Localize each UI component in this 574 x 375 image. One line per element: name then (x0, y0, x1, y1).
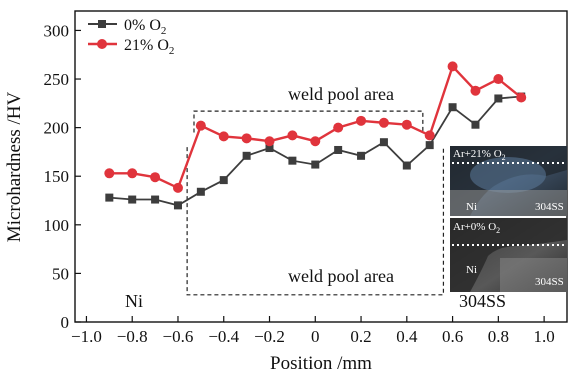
y-tick-label: 250 (44, 70, 70, 89)
data-point-21pct (195, 120, 206, 131)
data-point-0pct (105, 193, 114, 202)
x-tick-label: −1.0 (71, 327, 102, 346)
y-axis-title: Microhardness /HV (4, 92, 25, 243)
x-tick-label: −0.2 (254, 327, 285, 346)
data-point-0pct (494, 94, 503, 103)
data-point-0pct (357, 151, 366, 160)
inset-0pct: Ar+0% O2 Ni 304SS (450, 218, 567, 292)
data-point-21pct (401, 119, 412, 130)
x-tick-label: −0.8 (117, 327, 148, 346)
inset-21pct-title: Ar+21% O2 (453, 148, 506, 162)
inset-21pct-ni: Ni (466, 201, 477, 213)
data-point-21pct (310, 136, 321, 147)
x-tick-label: 1.0 (533, 327, 554, 346)
legend: 0% O2 21% O2 (88, 17, 174, 57)
data-point-21pct (493, 74, 504, 85)
legend-marker-0pct (98, 20, 106, 28)
data-point-21pct (150, 172, 161, 183)
data-series (104, 61, 527, 210)
y-tick-label: 50 (52, 264, 69, 283)
data-point-21pct (470, 85, 481, 96)
legend-label-21pct: 21% O2 (124, 37, 174, 57)
data-point-21pct (172, 182, 183, 193)
y-tick-label: 100 (44, 216, 70, 235)
weld-pool-regions (186, 110, 445, 296)
data-point-0pct (379, 138, 388, 147)
inset-21pct-304ss: 304SS (535, 201, 564, 213)
weld-pool-label-lower: weld pool area (288, 266, 394, 286)
data-point-0pct (471, 120, 480, 129)
y-tick-label: 200 (44, 119, 70, 138)
x-tick-label: 0.4 (396, 327, 418, 346)
data-point-21pct (287, 130, 298, 141)
x-tick-label: 0 (311, 327, 320, 346)
inset-0pct-ni: Ni (466, 264, 477, 276)
y-tick-label: 150 (44, 167, 70, 186)
data-point-21pct (447, 61, 458, 72)
data-point-0pct (448, 103, 457, 112)
weld-pool-bracket-upper (193, 110, 424, 133)
inset-0pct-304ss: 304SS (535, 276, 564, 288)
data-point-0pct (311, 160, 320, 169)
data-point-21pct (127, 168, 138, 179)
legend-marker-21pct (97, 39, 107, 49)
data-point-0pct (402, 161, 411, 170)
x-tick-label: −0.4 (208, 327, 239, 346)
data-point-21pct (104, 168, 115, 179)
data-point-21pct (264, 136, 275, 147)
data-point-21pct (378, 117, 389, 128)
data-point-0pct (128, 195, 137, 204)
inset-0pct-title: Ar+0% O2 (453, 221, 500, 235)
x-tick-label: −0.6 (163, 327, 194, 346)
data-point-21pct (241, 133, 252, 144)
data-point-0pct (334, 145, 343, 154)
data-point-0pct (242, 151, 251, 160)
inset-21pct: Ar+21% O2 Ni 304SS (450, 146, 567, 216)
x-tick-label: 0.2 (350, 327, 371, 346)
material-label-ni: Ni (125, 291, 143, 311)
data-point-0pct (265, 144, 274, 153)
data-point-21pct (333, 122, 344, 133)
axis-ticks: −1.0 −0.8 −0.6 −0.4 −0.2 0 0.2 0.4 0.6 0.8 1.0 0 50 1… (44, 21, 555, 346)
inset-micrographs: Ar+21% O2 Ni 304SS Ar+0% O2 Ni 304SS (450, 146, 567, 292)
weld-pool-label-upper: weld pool area (288, 84, 394, 104)
y-tick-label: 300 (44, 21, 70, 40)
data-point-0pct (173, 201, 182, 210)
data-point-21pct (218, 131, 229, 142)
x-tick-label: 0.8 (488, 327, 509, 346)
data-point-0pct (425, 141, 434, 150)
data-point-0pct (151, 195, 160, 204)
y-tick-label: 0 (61, 313, 70, 332)
data-point-21pct (356, 115, 367, 126)
material-label-304ss: 304SS (459, 291, 506, 311)
data-point-0pct (196, 187, 205, 196)
data-point-0pct (288, 156, 297, 165)
x-tick-label: 0.6 (442, 327, 463, 346)
data-point-21pct (516, 92, 527, 103)
data-point-21pct (424, 130, 435, 141)
legend-label-0pct: 0% O2 (124, 17, 166, 37)
data-point-0pct (219, 176, 228, 185)
weld-pool-bracket-lower (186, 147, 445, 296)
x-axis-title: Position /mm (270, 353, 372, 374)
